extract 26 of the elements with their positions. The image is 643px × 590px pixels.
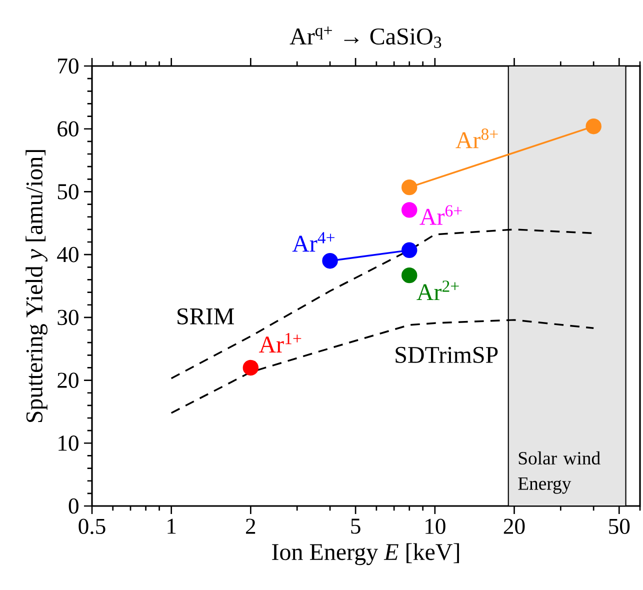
x-tick-label: 20 (504, 518, 525, 534)
x-tick-label: 50 (609, 518, 630, 534)
series-label: SDTrimSP (396, 346, 498, 364)
y-tick-label: 20 (58, 372, 78, 388)
series-label: Ar$^{8+}$ (456, 128, 498, 148)
x-axis-title: Ion Energy E [keV] (272, 543, 459, 566)
band-label: Solar wind Energy (518, 451, 600, 494)
y-tick-label: 10 (58, 435, 78, 451)
x-tick-label: 0.5 (78, 518, 106, 534)
series-label: SRIM (178, 308, 234, 324)
y-tick-label: 60 (58, 121, 78, 137)
x-tick-label: 2 (246, 518, 256, 534)
x-tick-label: 10 (426, 518, 446, 534)
y-tick-label: 50 (58, 184, 78, 200)
chart-title: Ar$^{q+}$ → CaSiO$_{3}$ (290, 26, 442, 48)
x-tick-label: 1 (168, 518, 176, 534)
series-label: Ar$^{6+}$ (420, 205, 462, 225)
y-tick-label: 0 (68, 498, 78, 514)
series-label: Ar$^{1+}$ (258, 332, 302, 352)
y-tick-label: 70 (58, 58, 78, 74)
y-tick-label: 40 (57, 246, 78, 262)
y-axis-title: Sputtering Yield y [amu/ion] (26, 150, 48, 422)
series-label: Ar$^{4+}$ (292, 232, 334, 252)
x-tick-label: 5 (351, 518, 360, 534)
series-label: Ar$^{2+}$ (416, 280, 459, 300)
y-tick-label: 30 (58, 310, 78, 326)
